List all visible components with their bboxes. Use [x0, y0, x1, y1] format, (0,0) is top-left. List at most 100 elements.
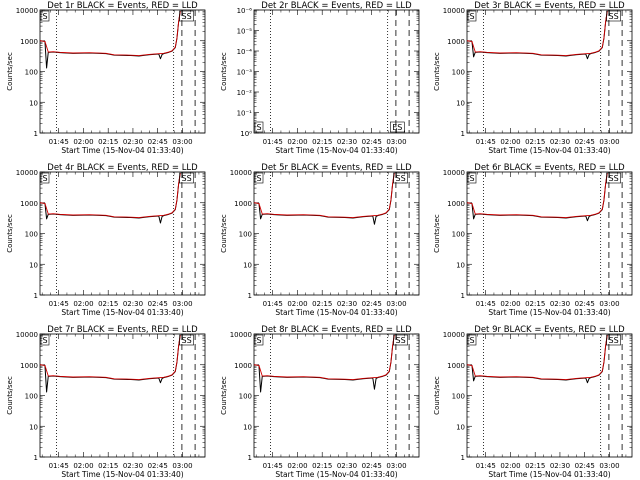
annotation-label: S: [256, 336, 261, 345]
annotation-box: [179, 334, 194, 346]
plot-frame: [253, 333, 420, 458]
x-tick-label: 02:45: [362, 462, 382, 470]
x-axis-label: Start Time (15-Nov-04 01:33:40): [488, 308, 610, 317]
chart-title: Det 8r BLACK = Events, RED = LLD: [261, 325, 412, 335]
annotation-label: ES: [392, 123, 402, 132]
y-tick-label: 1000: [447, 200, 465, 208]
x-tick-label: 02:30: [123, 300, 143, 308]
x-tick-label: 02:15: [312, 300, 332, 308]
annotation-box: [393, 334, 408, 346]
lld-series-line: [253, 173, 395, 219]
x-axis-label: Start Time (15-Nov-04 01:33:40): [61, 470, 183, 479]
x-tick-label: 02:30: [550, 138, 570, 146]
annotation-box: [254, 334, 264, 346]
annotation-label: S: [256, 174, 261, 183]
x-tick-label: 01:45: [263, 462, 283, 470]
x-axis-label: Start Time (15-Nov-04 01:33:40): [275, 146, 397, 155]
y-tick-label: 1: [461, 292, 465, 300]
x-tick-label: 02:45: [148, 300, 168, 308]
x-tick-label: 03:00: [386, 300, 406, 308]
y-tick-label: 10: [456, 423, 465, 431]
chart-panel-2: Det 2r BLACK = Events, RED = LLD 10⁰ 10⁻¹ 1…: [220, 1, 420, 155]
chart-title: Det 7r BLACK = Events, RED = LLD: [47, 325, 198, 335]
plot-frame: [39, 333, 206, 458]
annotation-label: S: [469, 336, 474, 345]
y-tick-label: 10: [243, 423, 252, 431]
y-axis-label: Counts/sec: [220, 214, 228, 253]
annotation-box: [179, 10, 194, 22]
y-tick-label: 10⁻²: [237, 89, 253, 97]
chart-panel-3: Det 3r BLACK = Events, RED = LLD 1 10 100 10…: [433, 1, 633, 155]
annotation-box: [467, 10, 477, 22]
x-tick-label: 02:30: [337, 300, 357, 308]
chart-panel-4: Det 4r BLACK = Events, RED = LLD 1 10 100 10…: [6, 163, 206, 317]
x-tick-label: 02:45: [575, 138, 595, 146]
lld-series-line: [466, 335, 608, 381]
plot-frame: [466, 333, 633, 458]
plot-frame: [253, 9, 420, 134]
annotation-label: SS: [609, 12, 619, 21]
x-axis-label: Start Time (15-Nov-04 01:33:40): [275, 470, 397, 479]
x-tick-label: 02:30: [337, 462, 357, 470]
x-tick-label: 02:45: [575, 300, 595, 308]
lld-series-line: [39, 335, 181, 381]
y-axis-label: Counts/sec: [433, 214, 441, 253]
x-tick-label: 02:30: [123, 138, 143, 146]
x-tick-label: 02:30: [337, 138, 357, 146]
y-tick-label: 1: [461, 454, 465, 462]
x-tick-label: 02:15: [98, 138, 118, 146]
chart-panel-9: Det 9r BLACK = Events, RED = LLD 1 10 100 10…: [433, 325, 633, 479]
y-tick-label: 1000: [234, 200, 252, 208]
annotation-box: [40, 10, 50, 22]
x-tick-label: 03:00: [172, 300, 192, 308]
x-tick-label: 02:15: [525, 138, 545, 146]
y-tick-label: 10: [456, 99, 465, 107]
x-tick-label: 01:45: [49, 138, 69, 146]
x-tick-label: 03:00: [386, 138, 406, 146]
x-tick-label: 02:15: [312, 462, 332, 470]
chart-title: Det 6r BLACK = Events, RED = LLD: [474, 163, 625, 173]
chart-title: Det 1r BLACK = Events, RED = LLD: [47, 1, 198, 11]
x-tick-label: 02:00: [287, 300, 307, 308]
x-axis-label: Start Time (15-Nov-04 01:33:40): [275, 308, 397, 317]
x-axis-label: Start Time (15-Nov-04 01:33:40): [488, 470, 610, 479]
annotation-box: [389, 121, 405, 133]
chart-title: Det 9r BLACK = Events, RED = LLD: [474, 325, 625, 335]
x-tick-label: 02:15: [98, 300, 118, 308]
annotation-label: SS: [182, 336, 192, 345]
y-tick-label: 10: [29, 423, 38, 431]
x-axis-label: Start Time (15-Nov-04 01:33:40): [61, 146, 183, 155]
y-tick-label: 10: [243, 261, 252, 269]
y-tick-label: 10000: [443, 169, 465, 177]
y-axis-label: Counts/sec: [220, 376, 228, 415]
annotation-box: [606, 334, 621, 346]
events-series-line: [39, 11, 181, 69]
x-tick-label: 02:45: [148, 462, 168, 470]
x-tick-label: 01:45: [476, 462, 496, 470]
y-tick-label: 10⁻³: [237, 69, 253, 77]
chart-panel-6: Det 6r BLACK = Events, RED = LLD 1 10 100 10…: [433, 163, 633, 317]
chart-panel-5: Det 5r BLACK = Events, RED = LLD 1 10 100 10…: [220, 163, 420, 317]
y-tick-label: 100: [239, 231, 252, 239]
y-tick-label: 100: [25, 69, 38, 77]
x-tick-label: 02:15: [312, 138, 332, 146]
chart-title: Det 5r BLACK = Events, RED = LLD: [261, 163, 412, 173]
chart-panel-8: Det 8r BLACK = Events, RED = LLD 1 10 100 10…: [220, 325, 420, 479]
annotation-box: [606, 172, 621, 184]
x-tick-label: 01:45: [263, 138, 283, 146]
lld-series-line: [39, 11, 181, 57]
x-tick-label: 01:45: [49, 300, 69, 308]
x-tick-label: 02:45: [148, 138, 168, 146]
annotation-label: S: [42, 336, 47, 345]
events-series-line: [39, 335, 181, 393]
y-tick-label: 10: [29, 261, 38, 269]
y-tick-label: 10000: [16, 169, 38, 177]
x-tick-label: 03:00: [172, 138, 192, 146]
x-tick-label: 02:15: [525, 300, 545, 308]
x-axis-label: Start Time (15-Nov-04 01:33:40): [488, 146, 610, 155]
x-tick-label: 02:00: [287, 462, 307, 470]
chart-panel-7: Det 7r BLACK = Events, RED = LLD 1 10 100 10…: [6, 325, 206, 479]
x-tick-label: 02:30: [550, 462, 570, 470]
annotation-label: S: [42, 174, 47, 183]
